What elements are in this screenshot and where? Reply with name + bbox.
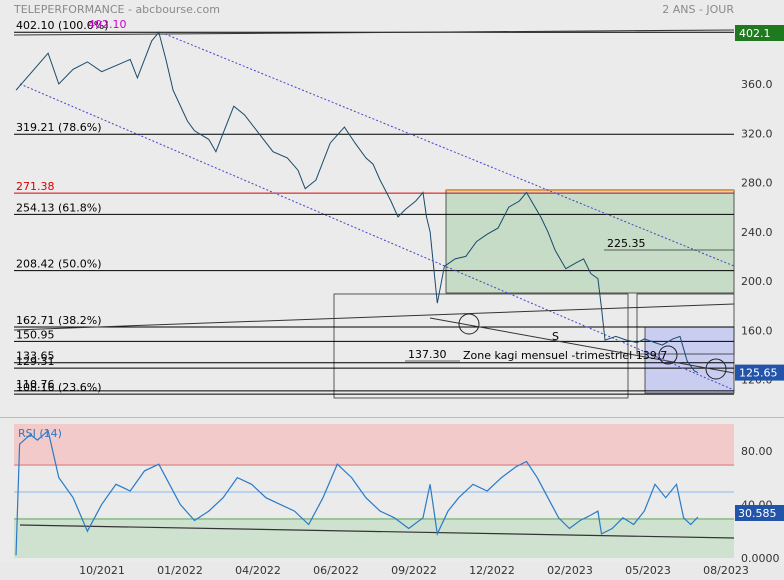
x-tick-label: 08/2023 bbox=[703, 564, 749, 577]
channel-lower bbox=[19, 83, 735, 391]
green-zone bbox=[445, 189, 735, 294]
x-tick-label: 10/2021 bbox=[79, 564, 125, 577]
annotation-kagi-zone: Zone kagi mensuel -trimestriel 139.7 bbox=[463, 349, 667, 362]
rsi-tick-label: 0.0000 bbox=[741, 552, 780, 565]
rsi-title: RSI (14) bbox=[18, 427, 62, 440]
price-level-label: 319.21 (78.6%) bbox=[16, 121, 102, 134]
price-level-label: 110.76 bbox=[16, 378, 55, 391]
trendline-top bbox=[13, 29, 735, 36]
rsi-current-badge bbox=[735, 505, 784, 521]
price-level-label: 402.10 (100.0%) bbox=[16, 19, 109, 32]
price-tick-label: 280.0 bbox=[741, 177, 773, 190]
price-tick-label: 160.0 bbox=[741, 324, 773, 337]
x-tick-label: 12/2022 bbox=[469, 564, 515, 577]
current-price-badge bbox=[735, 364, 784, 381]
x-tick-label: 05/2023 bbox=[625, 564, 671, 577]
rsi-trendline bbox=[19, 524, 735, 539]
price-tick-label: 320.0 bbox=[741, 127, 773, 140]
rsi-oversold-zone bbox=[14, 517, 734, 558]
price-level-label: 133.65 bbox=[16, 350, 55, 363]
price-tick-label: 200.0 bbox=[741, 275, 773, 288]
marker-circle-right bbox=[705, 358, 727, 380]
last-value-badge-text: 402.1 bbox=[739, 27, 771, 40]
marker-circle-low bbox=[458, 313, 480, 335]
annotation-s: S bbox=[552, 330, 559, 343]
page-title: TELEPERFORMANCE - abcbourse.com bbox=[13, 3, 220, 16]
trendline-support bbox=[429, 317, 735, 374]
period-label: 2 ANS - JOUR bbox=[662, 3, 734, 16]
rsi-series-line bbox=[15, 429, 699, 556]
rsi-overbought-zone bbox=[14, 424, 734, 465]
x-tick-label: 02/2023 bbox=[547, 564, 593, 577]
trendline-mid bbox=[13, 303, 735, 331]
price-level-label: 108.16 (23.6%) bbox=[16, 381, 102, 394]
annotation-peak: 402.10 bbox=[88, 18, 127, 31]
marker-circle-mid bbox=[658, 345, 678, 365]
x-tick-label: 06/2022 bbox=[313, 564, 359, 577]
channel-upper bbox=[164, 33, 735, 267]
price-level-label: 162.71 (38.2%) bbox=[16, 314, 102, 327]
rsi-current-badge-text: 30.585 bbox=[738, 507, 777, 520]
kagi-box bbox=[333, 293, 629, 399]
price-level-label: 150.95 bbox=[16, 328, 55, 341]
rsi-tick-label: 80.00 bbox=[741, 445, 773, 458]
price-level-label: 208.42 (50.0%) bbox=[16, 258, 102, 271]
price-levels: 402.10 (100.0%) 319.21 (78.6%) 271.38 254.1… bbox=[14, 19, 734, 395]
price-tick-label: 240.0 bbox=[741, 226, 773, 239]
last-value-badge bbox=[735, 25, 784, 41]
price-level-label: 129.31 bbox=[16, 355, 55, 368]
current-price-badge-text: 125.65 bbox=[739, 367, 778, 380]
annotation-137: 137.30 bbox=[408, 348, 447, 361]
x-axis: 10/2021 01/2022 04/2022 06/2022 09/2022 12/20… bbox=[79, 564, 749, 577]
x-tick-label: 09/2022 bbox=[391, 564, 437, 577]
price-level-label: 254.13 (61.8%) bbox=[16, 201, 102, 214]
x-tick-label: 04/2022 bbox=[235, 564, 281, 577]
x-tick-label: 01/2022 bbox=[157, 564, 203, 577]
price-series-line bbox=[15, 31, 699, 374]
price-level-label: 271.38 bbox=[16, 180, 55, 193]
price-tick-label: 360.0 bbox=[741, 78, 773, 91]
annotation-225: 225.35 bbox=[607, 237, 646, 250]
